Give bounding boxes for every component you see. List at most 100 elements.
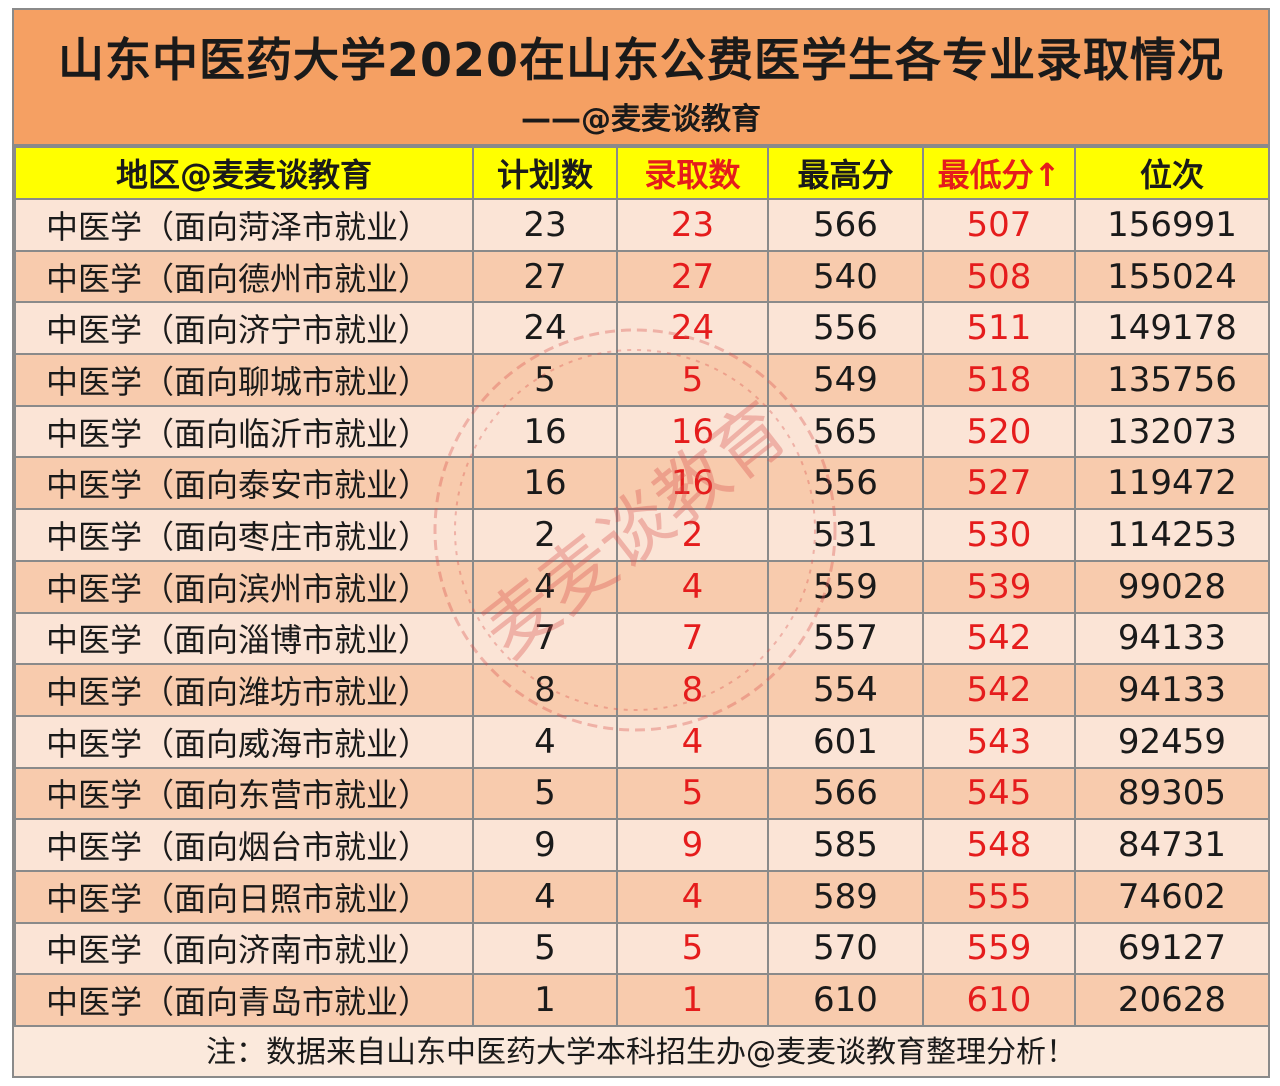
table-row: 中医学（面向威海市就业） 4 4 601 543 92459 [14,714,1270,769]
table-row: 中医学（面向东营市就业） 5 5 566 545 89305 [14,766,1270,821]
cell-region: 中医学（面向菏泽市就业） [14,198,474,252]
cell-region: 中医学（面向滨州市就业） [14,559,474,614]
cell-min-score: 539 [922,559,1076,614]
cell-region: 中医学（面向威海市就业） [14,714,474,769]
cell-max-score: 570 [767,921,924,976]
cell-plan: 27 [472,249,618,304]
cell-min-score: 610 [922,973,1076,1027]
cell-max-score: 585 [767,818,924,872]
cell-admitted: 24 [616,301,769,356]
table-row: 中医学（面向青岛市就业） 1 1 610 610 20628 [14,973,1270,1027]
cell-admitted: 2 [616,508,769,562]
cell-plan: 7 [472,611,618,666]
cell-admitted: 23 [616,198,769,252]
cell-min-score: 543 [922,714,1076,769]
cell-rank: 156991 [1074,198,1270,252]
cell-plan: 16 [472,404,618,459]
cell-admitted: 16 [616,456,769,511]
table-row: 中医学（面向淄博市就业） 7 7 557 542 94133 [14,611,1270,666]
cell-admitted: 1 [616,973,769,1027]
cell-max-score: 540 [767,249,924,304]
cell-rank: 74602 [1074,869,1270,924]
cell-max-score: 557 [767,611,924,666]
cell-region: 中医学（面向济南市就业） [14,921,474,976]
cell-plan: 5 [472,921,618,976]
title-banner: 山东中医药大学2020在山东公费医学生各专业录取情况 ——@麦麦谈教育 [14,10,1268,146]
cell-admitted: 8 [616,663,769,717]
cell-rank: 92459 [1074,714,1270,769]
cell-plan: 5 [472,766,618,821]
cell-min-score: 527 [922,456,1076,511]
header-max-score: 最高分 [767,146,924,200]
table-row: 中医学（面向潍坊市就业） 8 8 554 542 94133 [14,663,1270,717]
cell-min-score: 511 [922,301,1076,356]
cell-rank: 99028 [1074,559,1270,614]
cell-max-score: 601 [767,714,924,769]
cell-admitted: 4 [616,869,769,924]
cell-region: 中医学（面向淄博市就业） [14,611,474,666]
cell-admitted: 16 [616,404,769,459]
header-admitted: 录取数 [616,146,769,200]
page-title: 山东中医药大学2020在山东公费医学生各专业录取情况 [57,33,1225,87]
cell-admitted: 4 [616,559,769,614]
cell-min-score: 555 [922,869,1076,924]
header-rank: 位次 [1074,146,1270,200]
cell-rank: 132073 [1074,404,1270,459]
cell-rank: 149178 [1074,301,1270,356]
table-row: 中医学（面向烟台市就业） 9 9 585 548 84731 [14,818,1270,872]
table-row: 中医学（面向聊城市就业） 5 5 549 518 135756 [14,353,1270,407]
header-region: 地区@麦麦谈教育 [14,146,474,200]
cell-rank: 135756 [1074,353,1270,407]
cell-min-score: 545 [922,766,1076,821]
cell-max-score: 589 [767,869,924,924]
cell-min-score: 559 [922,921,1076,976]
cell-max-score: 556 [767,301,924,356]
table-row: 中医学（面向菏泽市就业） 23 23 566 507 156991 [14,198,1270,252]
cell-plan: 9 [472,818,618,872]
cell-admitted: 9 [616,818,769,872]
table-row: 中医学（面向枣庄市就业） 2 2 531 530 114253 [14,508,1270,562]
cell-region: 中医学（面向德州市就业） [14,249,474,304]
table-row: 中医学（面向滨州市就业） 4 4 559 539 99028 [14,559,1270,614]
table-row: 中医学（面向济南市就业） 5 5 570 559 69127 [14,921,1270,976]
cell-min-score: 507 [922,198,1076,252]
cell-max-score: 566 [767,198,924,252]
cell-min-score: 508 [922,249,1076,304]
cell-rank: 119472 [1074,456,1270,511]
cell-rank: 155024 [1074,249,1270,304]
cell-max-score: 565 [767,404,924,459]
cell-plan: 16 [472,456,618,511]
cell-admitted: 4 [616,714,769,769]
cell-region: 中医学（面向临沂市就业） [14,404,474,459]
cell-min-score: 530 [922,508,1076,562]
table-row: 中医学（面向济宁市就业） 24 24 556 511 149178 [14,301,1270,356]
cell-rank: 89305 [1074,766,1270,821]
cell-max-score: 559 [767,559,924,614]
cell-max-score: 566 [767,766,924,821]
cell-region: 中医学（面向泰安市就业） [14,456,474,511]
cell-plan: 5 [472,353,618,407]
table-header-row: 地区@麦麦谈教育 计划数 录取数 最高分 最低分↑ 位次 [14,146,1270,200]
cell-admitted: 27 [616,249,769,304]
cell-region: 中医学（面向青岛市就业） [14,973,474,1027]
cell-region: 中医学（面向济宁市就业） [14,301,474,356]
cell-region: 中医学（面向聊城市就业） [14,353,474,407]
table-row: 中医学（面向泰安市就业） 16 16 556 527 119472 [14,456,1270,511]
cell-admitted: 5 [616,921,769,976]
cell-min-score: 520 [922,404,1076,459]
cell-max-score: 549 [767,353,924,407]
table-row: 中医学（面向临沂市就业） 16 16 565 520 132073 [14,404,1270,459]
cell-plan: 4 [472,559,618,614]
cell-min-score: 518 [922,353,1076,407]
cell-min-score: 542 [922,611,1076,666]
cell-plan: 4 [472,714,618,769]
table-body: 中医学（面向菏泽市就业） 23 23 566 507 156991 中医学（面向德州市就业）… [14,198,1270,1027]
table-row: 中医学（面向日照市就业） 4 4 589 555 74602 [14,869,1270,924]
cell-rank: 69127 [1074,921,1270,976]
cell-max-score: 610 [767,973,924,1027]
cell-min-score: 548 [922,818,1076,872]
admissions-table-frame: 山东中医药大学2020在山东公费医学生各专业录取情况 ——@麦麦谈教育 地区@麦… [12,8,1270,1078]
cell-rank: 114253 [1074,508,1270,562]
footer-note: 注：数据来自山东中医药大学本科招生办@麦麦谈教育整理分析！ [14,1030,1268,1076]
header-min-score: 最低分↑ [922,146,1076,200]
